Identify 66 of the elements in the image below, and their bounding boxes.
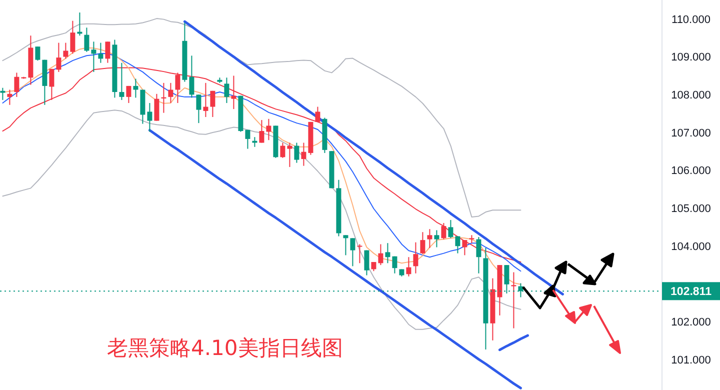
candlestick bbox=[462, 240, 468, 256]
candlestick bbox=[245, 129, 250, 150]
candlestick bbox=[14, 72, 20, 98]
candlestick bbox=[175, 72, 180, 104]
y-tick-label: 110.000 bbox=[672, 14, 710, 26]
candlestick bbox=[448, 219, 454, 239]
candlestick bbox=[455, 236, 460, 254]
candlestick bbox=[371, 262, 376, 272]
candlestick bbox=[63, 42, 68, 60]
candlestick bbox=[343, 234, 348, 256]
candlestick bbox=[441, 222, 446, 240]
candlestick bbox=[91, 41, 96, 72]
candlestick bbox=[84, 27, 90, 52]
candlestick bbox=[98, 42, 104, 64]
candlestick bbox=[189, 55, 194, 98]
y-tick-label: 104.000 bbox=[671, 240, 711, 253]
candlestick bbox=[126, 85, 132, 104]
candlestick bbox=[105, 41, 110, 64]
y-tick-label: 106.000 bbox=[671, 165, 711, 178]
y-tick-label: 109.000 bbox=[671, 52, 711, 64]
text: 老黑策略4.10美指日线图 bbox=[107, 336, 343, 360]
candlestick bbox=[280, 142, 286, 158]
candlestick bbox=[7, 89, 12, 106]
candlestick bbox=[378, 244, 384, 266]
candlestick bbox=[196, 94, 202, 124]
y-tick-label: 102.000 bbox=[671, 316, 711, 329]
candlestick bbox=[350, 238, 356, 267]
candlestick bbox=[168, 82, 174, 104]
candlestick bbox=[385, 242, 390, 264]
candlestick bbox=[357, 244, 362, 264]
candlestick bbox=[406, 256, 412, 277]
y-tick-label: 105.000 bbox=[671, 203, 711, 216]
candlestick bbox=[315, 106, 320, 122]
candlestick bbox=[119, 62, 124, 100]
candlestick bbox=[259, 120, 264, 144]
candlestick bbox=[231, 75, 236, 110]
y-tick-label: 101.000 bbox=[671, 354, 711, 367]
candlestick bbox=[266, 118, 272, 141]
candlestick bbox=[0, 87, 6, 100]
candlestick bbox=[287, 142, 292, 168]
candlestick bbox=[133, 78, 138, 98]
candlestick bbox=[224, 77, 230, 104]
candlestick bbox=[154, 93, 160, 122]
candlestick bbox=[434, 230, 440, 248]
candlestick bbox=[301, 142, 306, 166]
candlestick bbox=[511, 272, 516, 329]
candlestick bbox=[420, 232, 426, 255]
candlestick bbox=[294, 142, 300, 164]
candlestick bbox=[210, 90, 216, 118]
line-series bbox=[498, 334, 529, 352]
candlestick bbox=[35, 46, 40, 62]
candlestick bbox=[392, 256, 398, 274]
line-series bbox=[2, 110, 522, 330]
candlestick bbox=[70, 20, 76, 54]
line-series bbox=[2, 18, 522, 218]
line-series bbox=[148, 129, 522, 390]
candlestick bbox=[413, 242, 418, 274]
candlestick bbox=[56, 42, 62, 72]
ref-line-label: 102.811 bbox=[670, 286, 712, 298]
candlestick bbox=[427, 228, 432, 249]
y-tick-label: 108.000 bbox=[671, 90, 711, 102]
candlestick bbox=[203, 82, 208, 118]
candlestick bbox=[476, 236, 482, 274]
candlestick bbox=[147, 102, 152, 132]
candlestick bbox=[364, 250, 370, 276]
y-tick-label: 107.000 bbox=[671, 127, 711, 140]
